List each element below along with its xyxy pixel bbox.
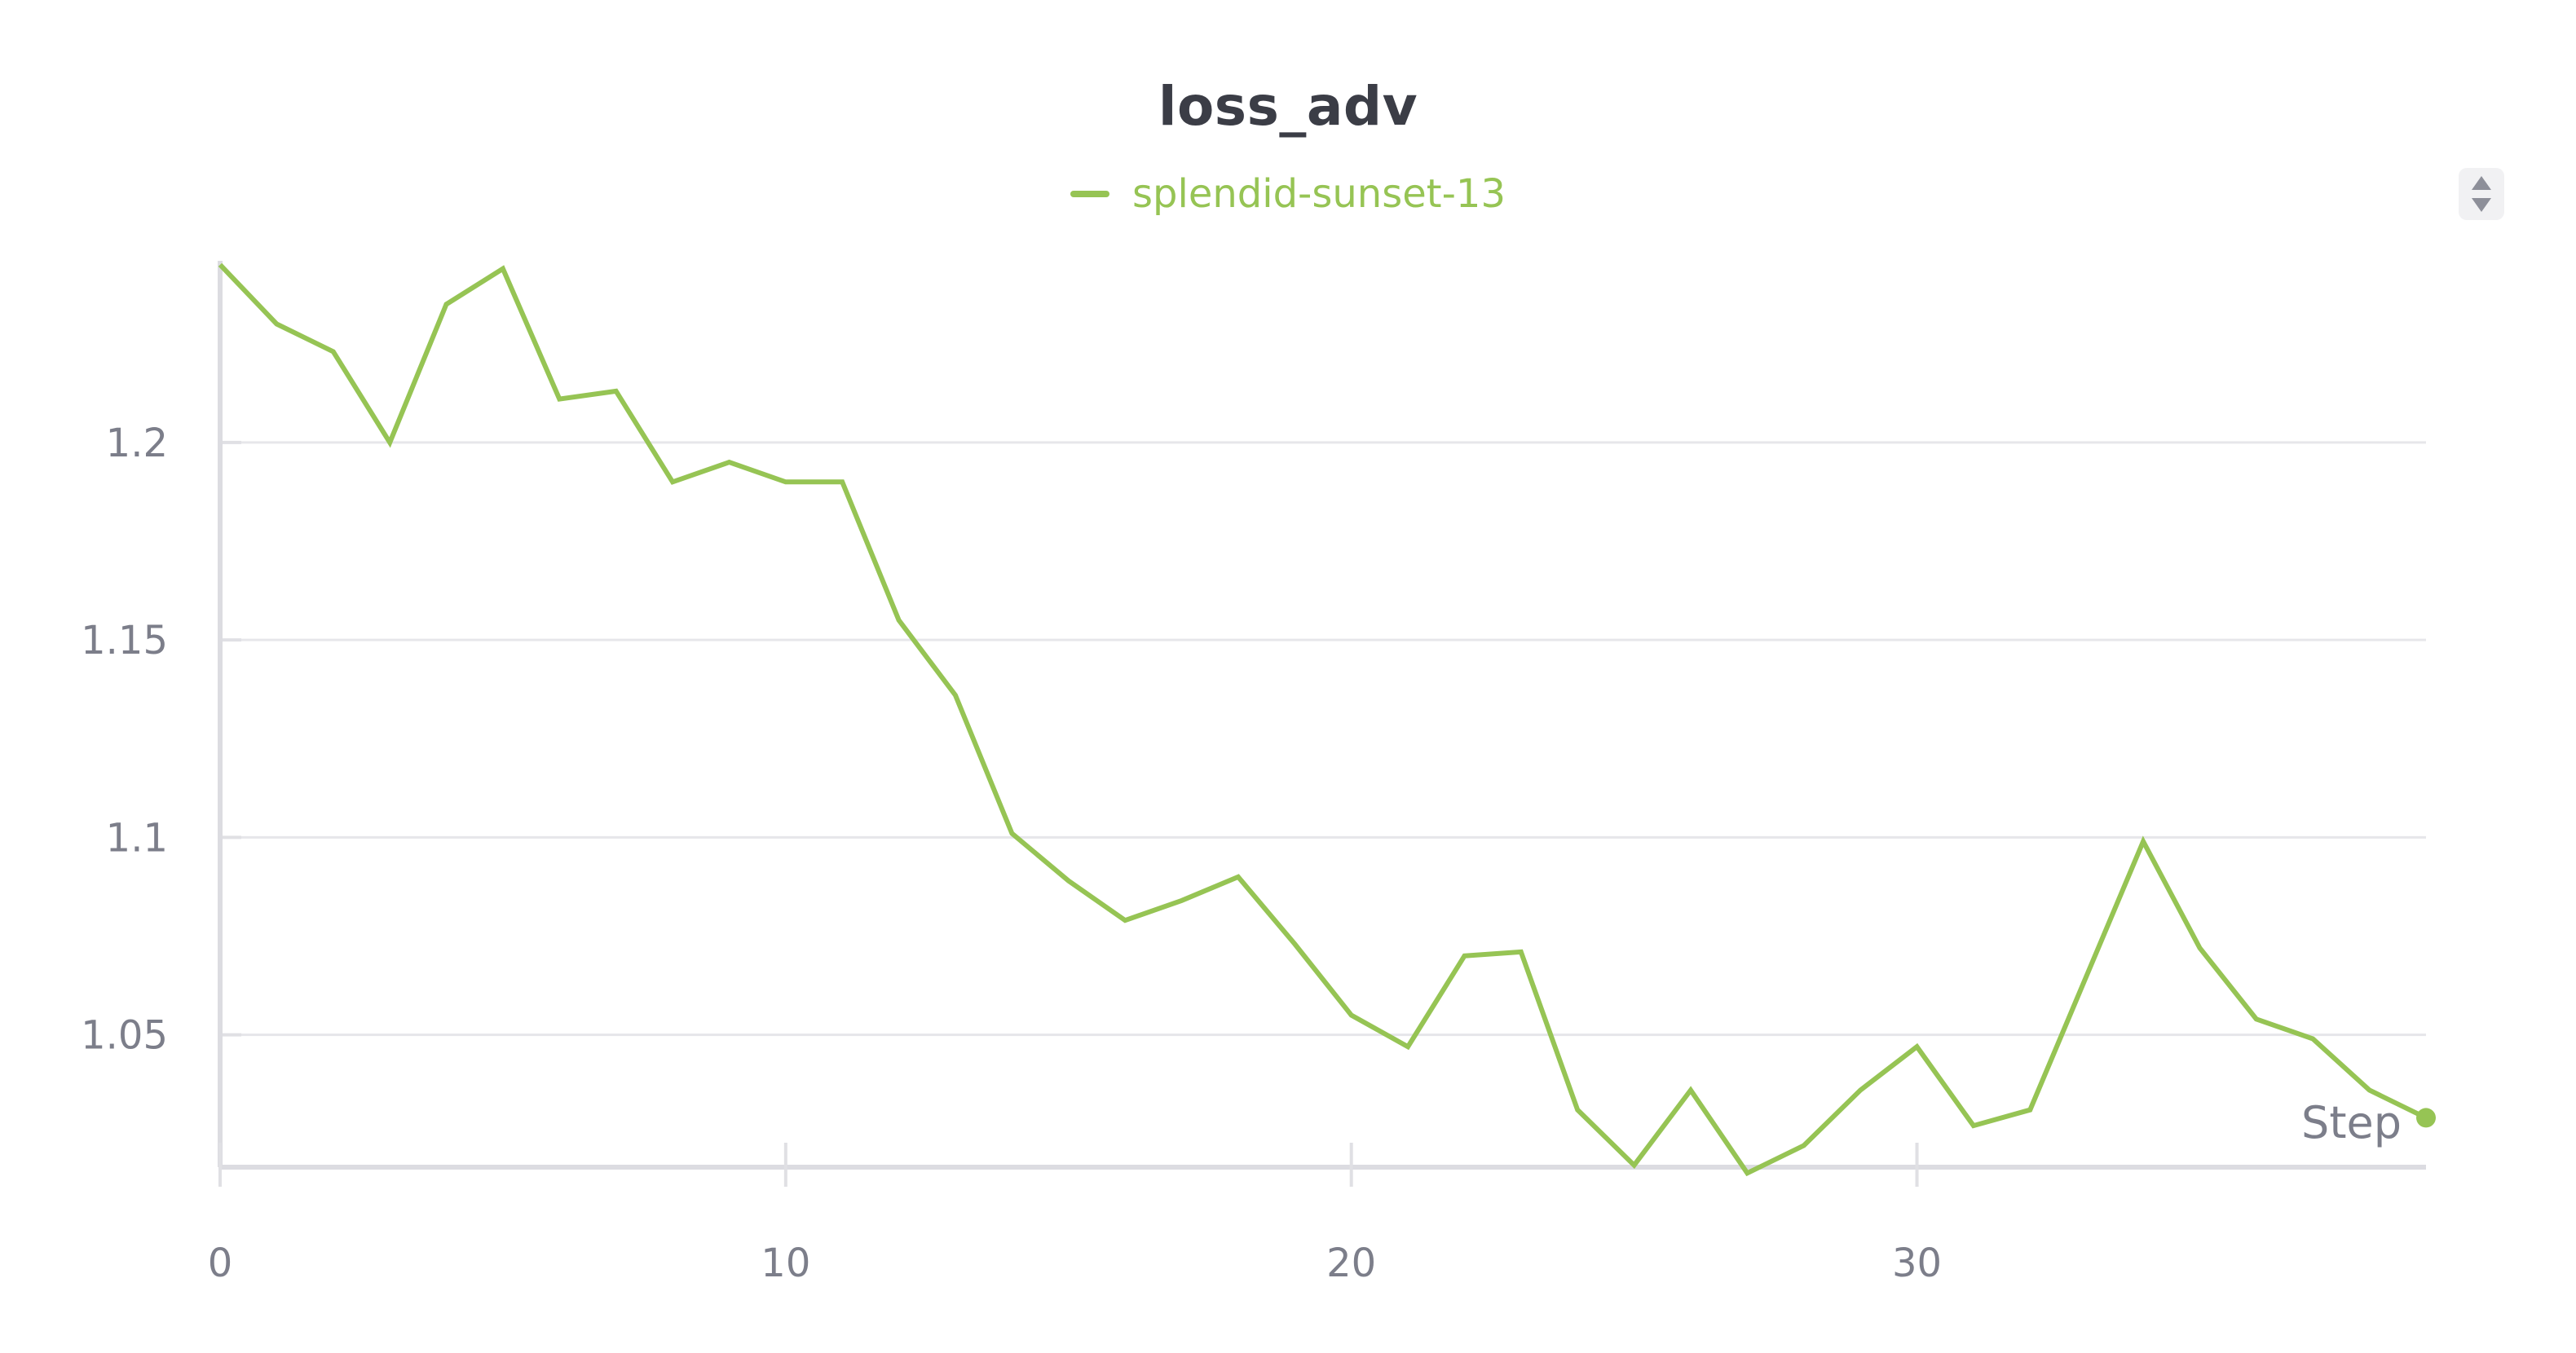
y-tick-label: 1.1 [106,815,168,861]
y-tick-label: 1.05 [81,1013,168,1059]
x-tick-label: 20 [1326,1241,1376,1286]
y-tick-label: 1.15 [81,618,168,663]
legend: splendid-sunset-13 [0,171,2576,217]
series-endpoint [2416,1108,2436,1128]
legend-label-series[interactable]: splendid-sunset-13 [1132,171,1506,217]
axes [218,261,2426,1187]
series-line [218,262,2428,1177]
y-tick-label: 1.2 [106,421,168,466]
legend-swatch [1070,191,1110,197]
x-tick-label: 0 [208,1241,233,1286]
x-tick-label: 30 [1892,1241,1942,1286]
x-tick-label: 10 [761,1241,810,1286]
gridlines [220,441,2426,1037]
sort-arrows-icon[interactable] [2459,168,2504,220]
chart-title: loss_adv [1158,75,1418,138]
series-layer [218,262,2436,1177]
x-axis-title: Step [2301,1097,2402,1148]
tick-labels: 1.05 1.1 1.15 1.2 0 10 20 30 Step [81,421,2402,1286]
